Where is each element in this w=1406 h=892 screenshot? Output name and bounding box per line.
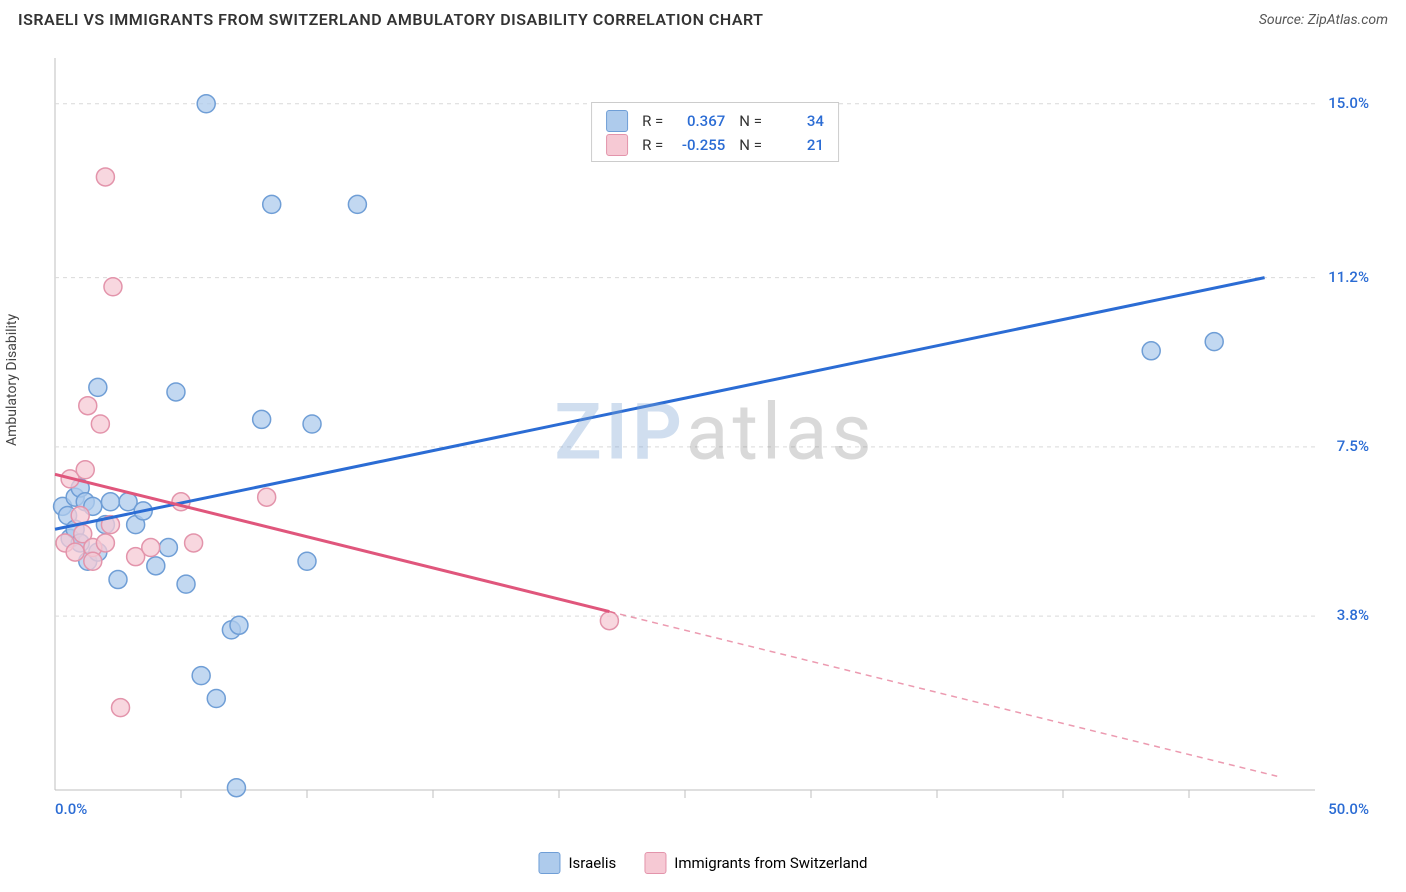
swatch-swiss	[606, 134, 628, 156]
n-value-swiss: 21	[772, 133, 824, 157]
n-label-2: N =	[739, 133, 762, 157]
y-grid-label: 11.2%	[1328, 268, 1369, 286]
x-max-label: 50.0%	[1328, 800, 1369, 818]
y-axis-label: Ambulatory Disability	[4, 314, 20, 446]
legend-label-israelis: Israelis	[568, 854, 616, 872]
r-value-swiss: -0.255	[673, 133, 725, 157]
r-label: R =	[642, 109, 663, 133]
swatch-israelis	[606, 110, 628, 132]
scatter-plot	[55, 48, 1375, 818]
plot-container: ZIPatlas R = 0.367 N = 34 R = -0.255 N =…	[55, 48, 1375, 818]
y-grid-label: 15.0%	[1328, 94, 1369, 112]
correlation-stats-box: R = 0.367 N = 34 R = -0.255 N = 21	[591, 102, 839, 162]
y-grid-label: 3.8%	[1337, 606, 1369, 624]
legend: Israelis Immigrants from Switzerland	[538, 852, 867, 874]
stats-row-israelis: R = 0.367 N = 34	[606, 109, 824, 133]
chart-source: Source: ZipAtlas.com	[1259, 12, 1388, 28]
chart-header: ISRAELI VS IMMIGRANTS FROM SWITZERLAND A…	[0, 0, 1406, 37]
n-value-israelis: 34	[772, 109, 824, 133]
chart-title: ISRAELI VS IMMIGRANTS FROM SWITZERLAND A…	[18, 10, 764, 29]
n-label: N =	[739, 109, 762, 133]
r-value-israelis: 0.367	[673, 109, 725, 133]
stats-row-swiss: R = -0.255 N = 21	[606, 133, 824, 157]
legend-label-swiss: Immigrants from Switzerland	[674, 854, 867, 872]
legend-swatch-israelis	[538, 852, 560, 874]
r-label-2: R =	[642, 133, 663, 157]
legend-item-israelis: Israelis	[538, 852, 616, 874]
legend-swatch-swiss	[644, 852, 666, 874]
x-origin-label: 0.0%	[55, 800, 87, 818]
legend-item-swiss: Immigrants from Switzerland	[644, 852, 867, 874]
y-grid-label: 7.5%	[1337, 437, 1369, 455]
